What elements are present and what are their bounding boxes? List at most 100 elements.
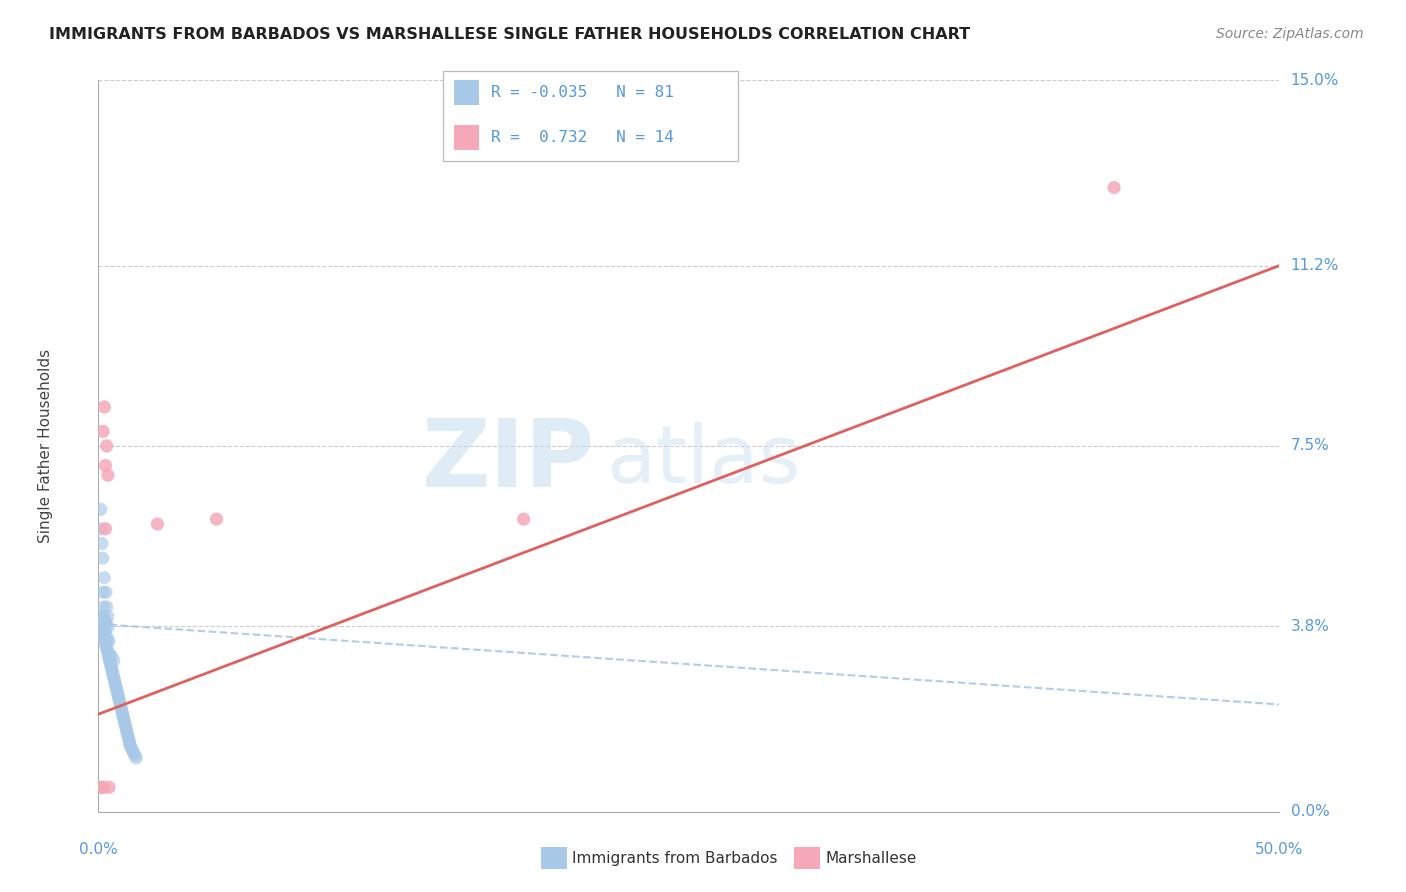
Point	[89, 619, 111, 633]
Point	[98, 654, 121, 668]
Point	[91, 780, 114, 795]
Point	[90, 619, 112, 633]
Point	[121, 744, 143, 758]
Point	[91, 626, 114, 640]
Point	[90, 780, 112, 795]
Point	[100, 661, 122, 675]
Point	[115, 724, 138, 739]
Point	[97, 468, 120, 483]
Point	[98, 634, 121, 648]
Point	[1102, 180, 1125, 194]
Point	[105, 681, 128, 695]
Point	[96, 634, 118, 648]
Point	[93, 629, 115, 643]
Point	[97, 609, 120, 624]
Point	[94, 585, 117, 599]
Point	[98, 648, 121, 663]
Text: 0.0%: 0.0%	[79, 842, 118, 857]
Point	[93, 599, 115, 614]
Point	[120, 739, 142, 753]
Point	[122, 746, 145, 760]
Point	[94, 636, 117, 650]
Point	[93, 609, 115, 624]
Text: atlas: atlas	[606, 422, 800, 500]
Point	[96, 641, 118, 656]
Point	[108, 695, 131, 709]
Point	[101, 665, 124, 680]
Point	[91, 585, 114, 599]
Point	[111, 707, 134, 722]
Point	[146, 516, 169, 531]
Point	[94, 639, 117, 653]
Point	[97, 619, 120, 633]
Point	[97, 648, 120, 663]
Point	[98, 656, 121, 670]
Text: ZIP: ZIP	[422, 415, 595, 507]
Point	[91, 622, 114, 636]
Point	[91, 536, 114, 550]
Point	[93, 619, 115, 633]
Point	[94, 624, 117, 639]
Point	[91, 780, 114, 795]
Point	[93, 632, 115, 646]
Point	[94, 522, 117, 536]
Point	[103, 671, 125, 685]
Point	[98, 651, 121, 665]
Text: IMMIGRANTS FROM BARBADOS VS MARSHALLESE SINGLE FATHER HOUSEHOLDS CORRELATION CHA: IMMIGRANTS FROM BARBADOS VS MARSHALLESE …	[49, 27, 970, 42]
Point	[110, 702, 132, 716]
Point	[108, 698, 131, 712]
Point	[96, 599, 118, 614]
Point	[91, 425, 114, 439]
Point	[512, 512, 534, 526]
Text: Single Father Households: Single Father Households	[38, 349, 53, 543]
Point	[125, 751, 148, 765]
Point	[111, 705, 134, 719]
Point	[105, 682, 128, 697]
Point	[117, 729, 139, 743]
Point	[94, 458, 117, 473]
Point	[108, 692, 131, 706]
Point	[115, 722, 138, 736]
Point	[103, 673, 125, 687]
Point	[205, 512, 228, 526]
Text: 11.2%: 11.2%	[1291, 258, 1339, 273]
Point	[114, 719, 136, 733]
Point	[104, 678, 127, 692]
Text: 0.0%: 0.0%	[1291, 805, 1329, 819]
Point	[90, 502, 112, 516]
Point	[90, 624, 112, 639]
Point	[112, 712, 135, 726]
Point	[112, 709, 135, 723]
Point	[101, 668, 124, 682]
Point	[105, 685, 128, 699]
Point	[97, 646, 120, 660]
Text: R =  0.732   N = 14: R = 0.732 N = 14	[491, 130, 673, 145]
Point	[96, 629, 118, 643]
Point	[124, 748, 146, 763]
Point	[118, 731, 141, 746]
Point	[101, 663, 124, 677]
Point	[89, 615, 111, 629]
Point	[96, 439, 118, 453]
Point	[104, 675, 127, 690]
Point	[94, 619, 117, 633]
Point	[100, 658, 122, 673]
Text: Source: ZipAtlas.com: Source: ZipAtlas.com	[1216, 27, 1364, 41]
Point	[107, 690, 129, 705]
Point	[118, 736, 141, 750]
Point	[103, 654, 125, 668]
Point	[94, 615, 117, 629]
Text: Marshallese: Marshallese	[825, 851, 917, 865]
Point	[96, 644, 118, 658]
Point	[91, 551, 114, 566]
Text: 15.0%: 15.0%	[1291, 73, 1339, 87]
Point	[121, 741, 143, 756]
Text: 3.8%: 3.8%	[1291, 619, 1330, 634]
Point	[118, 734, 141, 748]
Point	[114, 717, 136, 731]
Point	[100, 648, 122, 663]
Point	[90, 522, 112, 536]
Point	[93, 571, 115, 585]
Point	[115, 727, 138, 741]
Point	[93, 400, 115, 414]
